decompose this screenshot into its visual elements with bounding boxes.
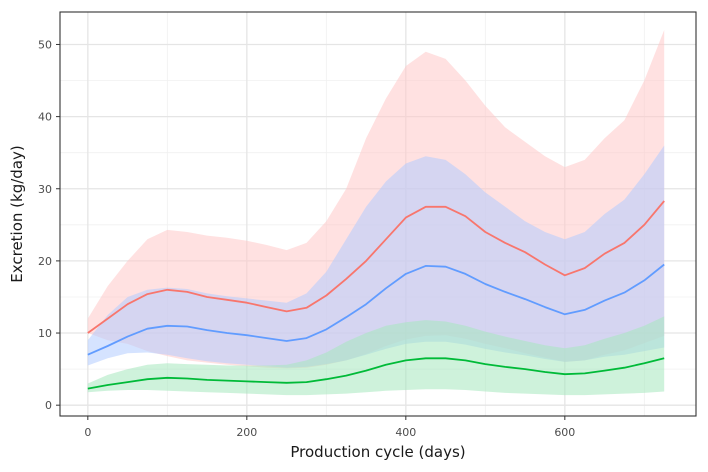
x-axis: 0 200 400 600 bbox=[84, 416, 575, 439]
x-axis-title: Production cycle (days) bbox=[290, 443, 465, 461]
series-3-ribbon bbox=[87, 316, 665, 396]
plot-panel-border bbox=[59, 11, 697, 417]
y-axis-title: Excretion (kg/day) bbox=[8, 145, 26, 282]
x-tick-label: 0 bbox=[84, 426, 91, 439]
x-tick-label: 600 bbox=[554, 426, 575, 439]
x-tick-label: 200 bbox=[236, 426, 257, 439]
y-tick-label: 30 bbox=[38, 183, 52, 196]
y-tick-label: 20 bbox=[38, 255, 52, 268]
series-3-line bbox=[87, 357, 665, 390]
confidence-ribbons bbox=[87, 30, 665, 396]
y-tick-label: 0 bbox=[45, 399, 52, 412]
series-2-ribbon bbox=[87, 145, 665, 368]
series-2-line bbox=[87, 263, 665, 356]
y-tick-label: 50 bbox=[38, 38, 52, 51]
series-lines bbox=[87, 200, 665, 390]
y-axis: 0 10 20 30 40 50 bbox=[38, 38, 60, 412]
y-tick-label: 10 bbox=[38, 327, 52, 340]
x-tick-label: 400 bbox=[395, 426, 416, 439]
series-1-line bbox=[87, 200, 665, 334]
y-tick-label: 40 bbox=[38, 111, 52, 124]
